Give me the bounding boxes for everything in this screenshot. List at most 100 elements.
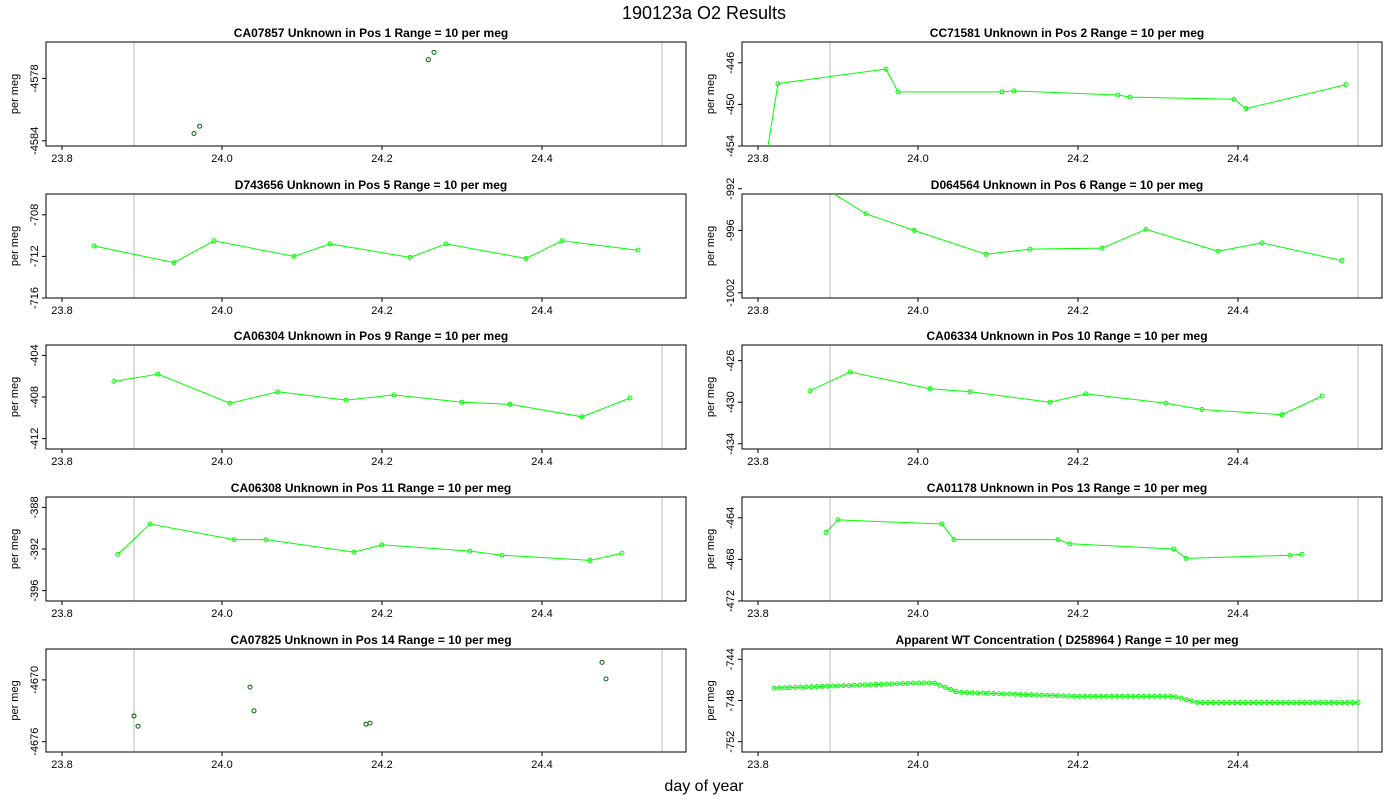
data-point xyxy=(1127,94,1133,100)
data-point xyxy=(1055,537,1061,543)
plot-frame xyxy=(45,193,687,299)
data-point xyxy=(1109,693,1115,699)
series-line xyxy=(117,523,623,561)
data-point xyxy=(1264,700,1270,706)
x-tick-label: 24.2 xyxy=(1067,759,1088,771)
x-tick-label: 24.4 xyxy=(531,305,552,317)
data-point xyxy=(1216,700,1222,706)
data-point xyxy=(1115,92,1121,98)
y-axis-label: per meg xyxy=(9,680,21,720)
data-point xyxy=(1162,693,1168,699)
x-tick-label: 23.8 xyxy=(51,456,72,468)
y-tick-label: -992 xyxy=(725,178,737,200)
data-point xyxy=(911,227,917,233)
panel-title: D064564 Unknown in Pos 6 Range = 10 per … xyxy=(931,178,1203,192)
data-point xyxy=(873,681,879,687)
data-point xyxy=(905,680,911,686)
data-point xyxy=(367,720,373,726)
data-point xyxy=(969,690,975,696)
x-tick-label: 24.0 xyxy=(907,456,928,468)
panel-4: D064564 Unknown in Pos 6 Range = 10 per … xyxy=(705,178,1383,317)
data-point xyxy=(819,683,825,689)
data-point xyxy=(1071,693,1077,699)
y-tick-label: -716 xyxy=(29,287,41,309)
y-tick-label: -468 xyxy=(725,548,737,570)
data-point xyxy=(825,683,831,689)
data-point xyxy=(227,400,233,406)
data-point xyxy=(599,659,605,665)
data-point xyxy=(1350,700,1356,706)
data-point xyxy=(771,685,777,691)
y-tick-label: -4584 xyxy=(29,127,41,155)
data-point xyxy=(1339,700,1345,706)
x-tick-label: 24.2 xyxy=(371,456,392,468)
x-tick-label: 24.0 xyxy=(211,153,232,165)
y-tick-label: -4676 xyxy=(29,728,41,756)
y-axis-label: per meg xyxy=(705,680,717,720)
y-tick-label: -388 xyxy=(29,496,41,518)
data-point xyxy=(1034,692,1040,698)
x-tick-label: 24.2 xyxy=(1067,456,1088,468)
plot-frame xyxy=(741,41,1383,147)
data-point xyxy=(932,680,938,686)
data-point xyxy=(1178,695,1184,701)
data-point xyxy=(980,690,986,696)
data-point xyxy=(1317,700,1323,706)
data-point xyxy=(327,241,333,247)
data-point xyxy=(197,123,203,129)
data-point xyxy=(1328,700,1334,706)
y-tick-label: -752 xyxy=(725,731,737,753)
plot-frame xyxy=(741,648,1383,753)
data-point xyxy=(1119,693,1125,699)
data-point xyxy=(1275,700,1281,706)
data-point xyxy=(798,684,804,690)
data-point xyxy=(862,682,868,688)
data-point xyxy=(959,689,965,695)
panel-title: CA07825 Unknown in Pos 14 Range = 10 per… xyxy=(230,633,511,647)
x-tick-label: 24.0 xyxy=(907,608,928,620)
data-point xyxy=(1087,693,1093,699)
data-point xyxy=(1301,700,1307,706)
data-point xyxy=(878,681,884,687)
x-tick-label: 24.0 xyxy=(907,759,928,771)
data-point xyxy=(803,684,809,690)
x-tick-label: 24.4 xyxy=(531,153,552,165)
data-point xyxy=(1044,692,1050,698)
x-tick-label: 23.8 xyxy=(51,305,72,317)
data-point xyxy=(1146,693,1152,699)
data-point xyxy=(1125,693,1131,699)
x-tick-label: 24.4 xyxy=(1227,759,1248,771)
data-layer xyxy=(833,194,1345,264)
data-layer xyxy=(115,521,625,563)
x-tick-label: 24.0 xyxy=(211,759,232,771)
data-point xyxy=(431,49,437,55)
data-point xyxy=(1076,693,1082,699)
x-tick-label: 24.2 xyxy=(371,608,392,620)
data-point xyxy=(1151,693,1157,699)
data-point xyxy=(291,253,297,259)
plot-frame xyxy=(741,193,1383,299)
data-point xyxy=(782,685,788,691)
y-tick-label: -426 xyxy=(725,350,737,372)
data-point xyxy=(841,683,847,689)
panel-3: D743656 Unknown in Pos 5 Range = 10 per … xyxy=(9,178,687,317)
data-point xyxy=(1296,700,1302,706)
x-tick-label: 23.8 xyxy=(51,153,72,165)
x-tick-label: 24.4 xyxy=(1227,608,1248,620)
series-line xyxy=(113,373,631,418)
data-point xyxy=(964,690,970,696)
y-tick-label: -450 xyxy=(725,93,737,115)
x-tick-label: 24.2 xyxy=(1067,153,1088,165)
data-point xyxy=(1205,700,1211,706)
panel-2: CC71581 Unknown in Pos 2 Range = 10 per … xyxy=(705,26,1383,165)
x-tick-label: 24.4 xyxy=(1227,456,1248,468)
data-point xyxy=(147,521,153,527)
data-point xyxy=(379,542,385,548)
data-point xyxy=(1291,700,1297,706)
y-tick-label: -408 xyxy=(29,386,41,408)
series-line xyxy=(767,68,1347,146)
data-point xyxy=(953,689,959,695)
data-point xyxy=(1184,697,1190,703)
data-point xyxy=(1007,691,1013,697)
data-point xyxy=(91,243,97,249)
